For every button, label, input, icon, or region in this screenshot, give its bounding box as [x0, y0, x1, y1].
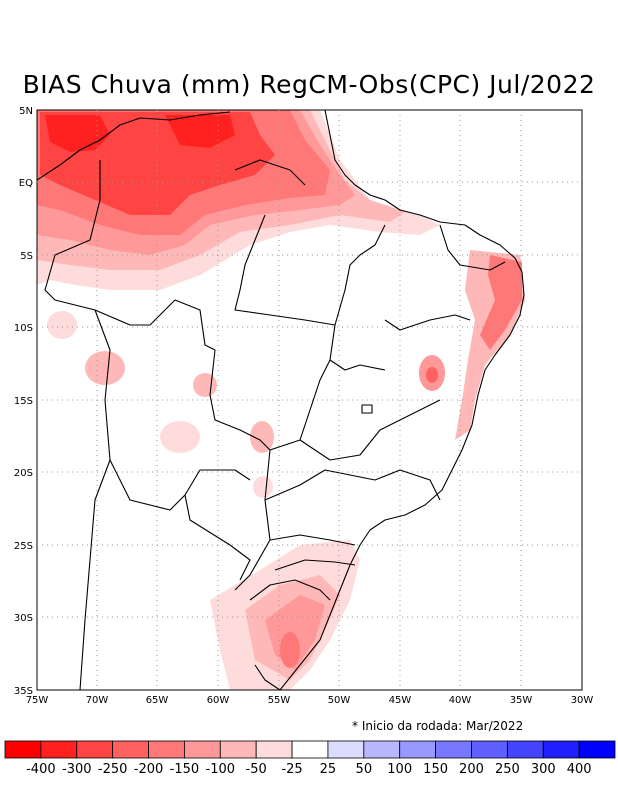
- bias-region-amazon-peak2: [165, 115, 235, 148]
- colorbar-label: -150: [170, 762, 200, 777]
- colorbar-swatch: [219, 740, 257, 759]
- colorbar-label: -300: [62, 762, 92, 777]
- border-state-sc-rs: [274, 559, 356, 571]
- border-uruguay: [249, 579, 331, 601]
- colorbar-label: 50: [356, 762, 373, 777]
- border-brazil-west: [44, 160, 271, 591]
- colorbar-label: -50: [246, 762, 267, 777]
- colorbar-swatch: [399, 740, 436, 759]
- colorbar-swatches: [4, 740, 616, 759]
- lat-label: 35S: [14, 686, 33, 697]
- borders: [37, 110, 525, 690]
- colorbar-swatch: [542, 740, 580, 759]
- map-title: BIAS Chuva (mm) RegCM-Obs(CPC) Jul/2022: [22, 70, 596, 99]
- border-state-am-pa: [234, 214, 336, 326]
- border-paraguay: [184, 494, 251, 581]
- colorbar: -400 -300 -250 -200 -150 -100 -50 -25 25 50 100 150…: [4, 740, 616, 777]
- lon-label: 35W: [510, 695, 533, 706]
- colorbar-swatch: [471, 740, 508, 759]
- colorbar-label: -100: [206, 762, 236, 777]
- colorbar-swatch: [76, 740, 114, 759]
- lon-label: 40W: [449, 695, 472, 706]
- colorbar-label: 250: [495, 762, 520, 777]
- colorbar-swatch: [40, 740, 78, 759]
- bias-blob-bolivia: [160, 421, 200, 453]
- coastline-north: [279, 110, 525, 690]
- lat-label: 10S: [14, 323, 33, 334]
- border-state-pr-sc: [269, 534, 356, 546]
- run-start-note: * Inicio da rodada: Mar/2022: [352, 719, 524, 733]
- colorbar-swatch: [363, 740, 401, 759]
- border-state-to: [329, 324, 386, 371]
- bias-region-ne-coast-strong: [480, 255, 522, 350]
- colorbar-swatch: [112, 740, 149, 759]
- colorbar-swatch: [4, 740, 42, 759]
- border-state-ce-rn: [439, 224, 506, 271]
- lon-label: 70W: [86, 695, 109, 706]
- coastline-argentina: [254, 664, 281, 690]
- gridlines: [37, 110, 582, 690]
- bias-field: [37, 110, 525, 690]
- border-state-go-mg: [299, 399, 441, 461]
- colorbar-label: -400: [26, 762, 56, 777]
- lon-label: 65W: [146, 695, 169, 706]
- border-state-pa-ma: [334, 224, 386, 326]
- colorbar-swatch: [291, 740, 329, 759]
- colorbar-label: 300: [531, 762, 556, 777]
- colorbar-swatch: [435, 740, 472, 759]
- colorbar-label: -250: [98, 762, 128, 777]
- border-state-df: [361, 404, 373, 414]
- border-amazon-north: [37, 111, 231, 181]
- border-state-pa-north: [234, 159, 306, 186]
- bias-blob-acre: [47, 311, 77, 339]
- bias-blob-ms2: [253, 476, 273, 498]
- colorbar-swatch: [255, 740, 293, 759]
- border-state-sp-pr: [264, 469, 441, 501]
- lon-label: 45W: [389, 695, 412, 706]
- colorbar-swatch: [148, 740, 185, 759]
- colorbar-swatch: [578, 740, 616, 759]
- colorbar-label: 400: [567, 762, 592, 777]
- colorbar-swatch: [327, 740, 365, 759]
- bias-blob-rondonia: [85, 351, 125, 385]
- border-argentina-chile: [79, 459, 111, 690]
- lon-label: 50W: [328, 695, 351, 706]
- bias-blob-ms: [250, 421, 274, 453]
- colorbar-swatch: [184, 740, 221, 759]
- border-state-pi-ba: [384, 314, 471, 331]
- lat-label: 15S: [14, 396, 33, 407]
- lat-axis: 5N EQ 5S 10S 15S 20S 25S 30S 35S: [14, 106, 33, 697]
- lon-label: 60W: [207, 695, 230, 706]
- border-bolivia: [94, 309, 251, 511]
- colorbar-labels: -400 -300 -250 -200 -150 -100 -50 -25 25 50 100 150…: [26, 762, 591, 777]
- lon-axis: 75W 70W 65W 60W 55W 50W 45W 40W 35W 30W: [26, 695, 594, 706]
- lat-label: 30S: [14, 613, 33, 624]
- bias-region-south-strong: [265, 595, 325, 670]
- colorbar-label: -200: [134, 762, 164, 777]
- bias-region-south-core: [280, 632, 300, 668]
- colorbar-label: -25: [281, 762, 302, 777]
- lat-label: 20S: [14, 468, 33, 479]
- lat-label: EQ: [19, 178, 33, 189]
- lon-label: 30W: [571, 695, 594, 706]
- border-state-mt-go: [269, 359, 331, 451]
- lat-label: 5N: [19, 106, 33, 117]
- bias-blob-bahia-core: [426, 367, 438, 383]
- lat-label: 5S: [20, 251, 33, 262]
- colorbar-label: 25: [320, 762, 337, 777]
- colorbar-label: 200: [459, 762, 484, 777]
- bias-rainfall-map: 75W 70W 65W 60W 55W 50W 45W 40W 35W 30W …: [14, 106, 594, 706]
- lat-label: 25S: [14, 541, 33, 552]
- colorbar-swatch: [506, 740, 544, 759]
- colorbar-label: 150: [423, 762, 448, 777]
- lon-label: 75W: [26, 695, 49, 706]
- lon-label: 55W: [268, 695, 291, 706]
- colorbar-label: 100: [387, 762, 412, 777]
- bias-blob-mt: [193, 373, 217, 397]
